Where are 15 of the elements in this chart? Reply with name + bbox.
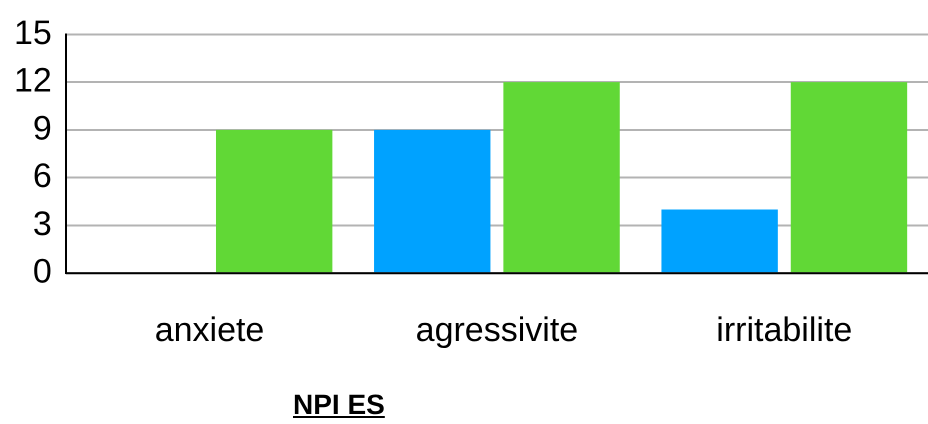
y-tick-label: 0	[32, 252, 52, 291]
y-tick-label: 6	[32, 157, 52, 196]
bar	[216, 130, 332, 272]
bar	[503, 82, 620, 272]
x-tick-label: anxiete	[154, 310, 264, 349]
bar	[661, 210, 778, 272]
y-tick-label: 12	[14, 62, 52, 100]
x-tick-label: agressivite	[416, 310, 578, 349]
bar	[790, 82, 908, 272]
y-tick-label: 9	[32, 109, 52, 148]
x-tick-label: irritabilite	[716, 310, 852, 349]
y-tick-label: 15	[14, 14, 52, 52]
bar	[374, 130, 490, 272]
y-tick-label: 3	[32, 204, 52, 243]
x-axis-title: NPI ES	[293, 389, 385, 421]
